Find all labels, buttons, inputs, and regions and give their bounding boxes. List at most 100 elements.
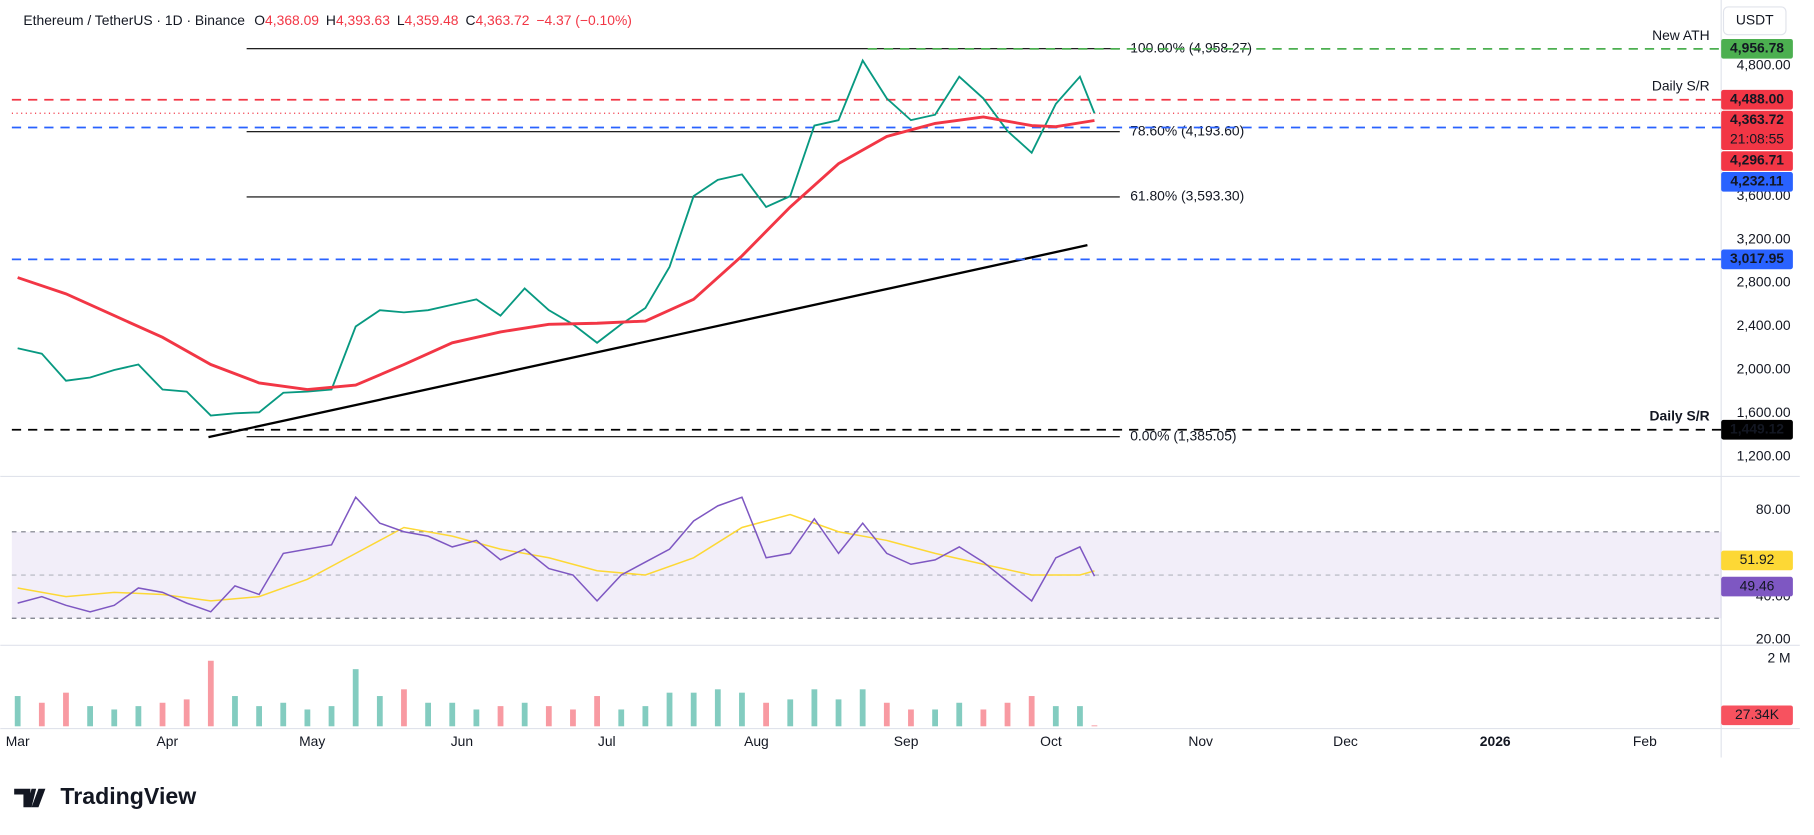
volume-bar xyxy=(642,706,649,727)
ohlc-value: 4,363.72 xyxy=(475,11,529,27)
symbol: Ethereum / TetherUS · 1D · Binance xyxy=(23,11,245,27)
x-tick-label: Feb xyxy=(1633,733,1657,749)
level-note: Daily S/R xyxy=(1650,408,1710,424)
y-tick-label: 20.00 xyxy=(1756,631,1791,647)
x-tick-label: Oct xyxy=(1040,733,1062,749)
price-tag xyxy=(1721,172,1793,192)
volume-bar xyxy=(666,692,673,727)
level-note: New ATH xyxy=(1652,27,1710,43)
volume-bar xyxy=(111,709,118,727)
ohlc-value: 4,359.48 xyxy=(405,11,459,27)
volume-bar xyxy=(87,706,93,727)
y-tick-label: 3,200.00 xyxy=(1737,230,1791,246)
x-tick-label: May xyxy=(299,733,325,749)
price-tag-label: 4,232.11 xyxy=(1730,173,1783,189)
legend: Ethereum / TetherUS · 1D · Binance O4,368… xyxy=(23,11,631,27)
volume-bar xyxy=(570,709,576,727)
ema-line xyxy=(17,115,1095,391)
currency-button[interactable] xyxy=(1722,6,1787,36)
volume-bar xyxy=(1077,706,1083,727)
volume-bar xyxy=(1052,706,1059,727)
volume-bar xyxy=(38,702,45,727)
volume-tag xyxy=(1721,705,1793,726)
volume-bar xyxy=(763,702,769,727)
volume-bar xyxy=(256,706,262,727)
volume-bar xyxy=(207,660,214,727)
volume-bar xyxy=(618,709,625,727)
fib-label: 78.60% (4,193.60) xyxy=(1130,122,1244,138)
price-tag-label: 4,956.78 xyxy=(1730,39,1784,55)
volume-tag-label: 27.34K xyxy=(1735,706,1780,722)
ohlc-key: O xyxy=(254,11,265,27)
price-tag xyxy=(1721,39,1793,59)
rsi-tag-label: 51.92 xyxy=(1740,551,1775,567)
volume-bar xyxy=(473,709,480,727)
ohlc-key: L xyxy=(397,11,405,27)
volume-bar xyxy=(14,696,21,727)
volume-bar xyxy=(859,689,866,727)
logo: TradingView xyxy=(14,783,197,809)
ohlc-key: C xyxy=(465,11,475,27)
x-tick-label: Mar xyxy=(6,733,30,749)
volume-bar xyxy=(690,692,697,727)
volume-bar xyxy=(908,709,914,727)
fib-label: 61.80% (3,593.30) xyxy=(1130,188,1244,204)
brand: TradingView xyxy=(60,783,197,809)
price-tag xyxy=(1721,151,1793,171)
volume-bar xyxy=(980,709,987,727)
price-tag-label: 3,017.95 xyxy=(1730,250,1784,266)
x-tick-label: Jun xyxy=(451,733,473,749)
volume-bar xyxy=(883,702,890,727)
volume-bar xyxy=(280,702,287,727)
y-tick-label: 80.00 xyxy=(1756,501,1791,517)
volume-bar xyxy=(1004,702,1011,727)
price-tag-label: 4,488.00 xyxy=(1730,90,1784,106)
y-tick-label: 2,800.00 xyxy=(1737,274,1791,290)
volume-bar xyxy=(497,706,504,727)
price-line xyxy=(17,58,1096,417)
volume-bar xyxy=(714,689,721,727)
volume-bar xyxy=(135,706,142,727)
volume-bar xyxy=(304,709,311,727)
y-tick-label: 2 M xyxy=(1767,650,1790,666)
y-tick-label: 2,000.00 xyxy=(1737,361,1791,377)
volume-bar xyxy=(1091,725,1098,727)
volume-bar xyxy=(63,692,69,727)
y-tick-label: 1,200.00 xyxy=(1737,447,1791,463)
volume-bar xyxy=(232,696,238,727)
ohlc-key: H xyxy=(326,11,336,27)
volume-bar xyxy=(956,702,963,727)
x-tick-label: Aug xyxy=(744,733,769,749)
x-tick-label: Sep xyxy=(894,733,919,749)
price-tag xyxy=(1721,110,1793,151)
currency[interactable]: USDT xyxy=(1736,11,1774,27)
rsi-line xyxy=(17,495,1096,613)
price-tag xyxy=(1721,419,1793,440)
change: −4.37 (−0.10%) xyxy=(536,11,632,27)
x-tick-label: Jul xyxy=(598,733,616,749)
price-tag-label: 4,363.72 xyxy=(1730,111,1784,127)
price-tag xyxy=(1721,249,1793,270)
volume-bar xyxy=(811,689,818,727)
price-tag-label: 4,296.71 xyxy=(1730,152,1784,168)
x-tick-label: Apr xyxy=(157,733,179,749)
level-note: Daily S/R xyxy=(1652,78,1710,94)
y-tick-label: 4,800.00 xyxy=(1737,57,1791,73)
fib-label: 100.00% (4,958.27) xyxy=(1130,39,1252,55)
volume-bar xyxy=(932,709,938,727)
ohlc-value: 4,368.09 xyxy=(265,11,319,27)
volume-bar xyxy=(787,699,794,727)
volume-bar xyxy=(425,702,431,727)
volume-bar xyxy=(352,669,359,727)
rsi-tag xyxy=(1721,550,1793,571)
volume-bar xyxy=(328,706,335,727)
countdown: 21:08:55 xyxy=(1730,130,1784,146)
volume-bar xyxy=(594,696,600,727)
volume-bar xyxy=(1028,696,1035,727)
y-tick-label: 1,600.00 xyxy=(1737,404,1791,420)
volume-bar xyxy=(159,702,166,727)
volume-bar xyxy=(376,696,383,727)
volume-bar xyxy=(739,692,745,727)
